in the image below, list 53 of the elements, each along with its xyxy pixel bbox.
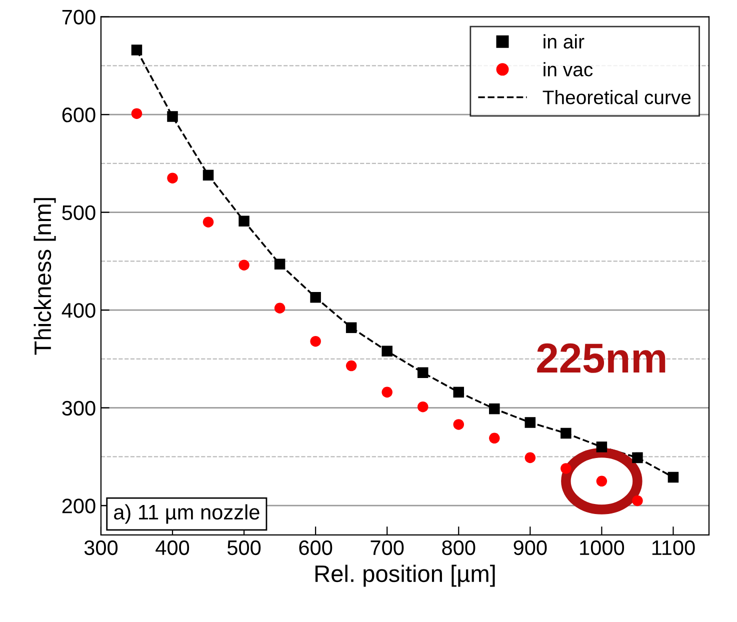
x-tick-label: 300 (84, 540, 118, 556)
x-tick-label: 600 (299, 540, 332, 556)
x-tick-label: 700 (370, 540, 404, 556)
point (596, 442, 608, 452)
legend-label: in vac (544, 62, 593, 76)
point (560, 428, 572, 439)
point (668, 472, 679, 483)
point (167, 111, 178, 122)
point (632, 495, 643, 506)
point (202, 216, 214, 228)
point (167, 172, 178, 184)
y-tick-label: 700 (62, 10, 96, 25)
point (131, 108, 142, 119)
point (310, 336, 321, 347)
y-axis-title: Thickness [nm] (34, 198, 56, 355)
point (382, 386, 392, 398)
point (274, 258, 286, 270)
point (524, 417, 536, 428)
x-tick-label: 800 (442, 540, 476, 556)
x-axis-title: Rel. position [µm] (315, 564, 495, 587)
point (632, 452, 643, 464)
x-tick-label: 500 (227, 540, 261, 556)
legend-label: Theoretical curve (542, 90, 691, 104)
x-tick-label: 1100 (652, 540, 695, 556)
y-tick-label: 400 (62, 303, 96, 318)
y-tick-label: 300 (62, 400, 96, 416)
point (524, 452, 536, 464)
point (274, 302, 286, 314)
x-tick-label: 1000 (580, 540, 624, 556)
point (417, 367, 428, 378)
point (453, 386, 464, 398)
point (238, 260, 250, 270)
point (453, 419, 464, 430)
legend-label: in air (544, 34, 584, 49)
point (310, 292, 321, 303)
point (382, 346, 392, 357)
y-tick-label: 200 (62, 498, 96, 514)
annotation: a) 11 µm nozzle (114, 504, 260, 524)
point (131, 44, 142, 56)
point (346, 322, 357, 334)
y-tick-label: 600 (62, 108, 96, 122)
annotation: 225nm (537, 343, 666, 373)
point (346, 360, 357, 372)
y-tick-label: 500 (62, 205, 96, 220)
point (489, 432, 500, 444)
point (202, 170, 214, 181)
point (596, 476, 608, 487)
x-tick-label: 900 (514, 540, 547, 556)
point (238, 216, 250, 226)
point (560, 463, 572, 474)
point (489, 403, 500, 414)
x-tick-label: 400 (156, 540, 190, 556)
point (417, 401, 428, 412)
